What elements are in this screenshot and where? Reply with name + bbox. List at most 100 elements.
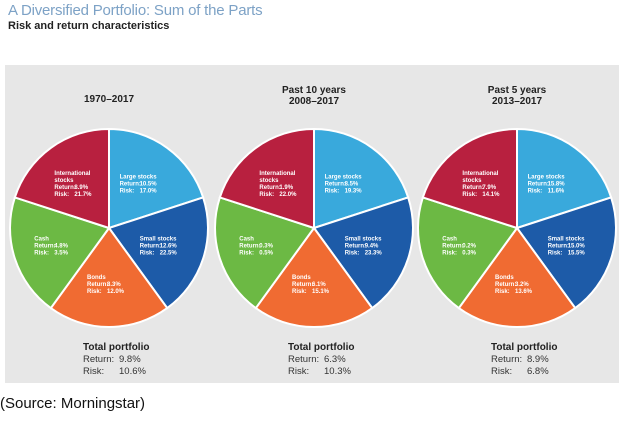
total-risk-label: Risk: [83, 366, 104, 377]
slice-return-value: 8.5% [345, 182, 359, 188]
pie-slice [457, 226, 577, 328]
pie-slice [108, 127, 205, 230]
slice-risk-value: 15.1% [312, 289, 330, 295]
slice-name-label: Bonds [495, 275, 514, 281]
slice-return-label: Return: [528, 182, 549, 188]
slice-risk-value: 3.5% [54, 251, 68, 257]
pie-title: 2008–2017 [289, 96, 339, 107]
slice-return-value: 10.5% [140, 182, 158, 188]
slice-return-value: 7.9% [482, 185, 496, 191]
pie-title: 2013–2017 [492, 96, 542, 107]
slice-risk-label: Risk: [345, 251, 360, 257]
pie-slice [214, 196, 316, 310]
slice-name-label: Small stocks [345, 237, 382, 243]
slice-risk-label: Risk: [259, 192, 274, 198]
slice-return-label: Return: [239, 244, 260, 250]
slice-name-label: stocks [54, 178, 74, 184]
slice-risk-label: Risk: [54, 192, 69, 198]
pie-slice [515, 196, 617, 310]
slice-risk-value: 14.1% [482, 192, 500, 198]
slice-return-value: 0.2% [462, 244, 476, 250]
slice-return-label: Return: [87, 282, 108, 288]
slice-name-label: stocks [462, 178, 482, 184]
total-return-label: Return: [491, 354, 522, 365]
slice-return-label: Return: [345, 244, 366, 250]
total-portfolio-label: Total portfolio [83, 342, 149, 353]
slice-name-label: Large stocks [120, 175, 158, 181]
total-risk-label: Risk: [491, 366, 512, 377]
total-risk-value: 10.3% [324, 366, 351, 377]
slice-risk-value: 17.0% [140, 189, 158, 195]
pie-slice [9, 196, 111, 310]
total-return-value: 8.9% [527, 354, 549, 365]
slice-return-label: Return: [120, 182, 141, 188]
slice-risk-label: Risk: [34, 251, 49, 257]
total-return-label: Return: [288, 354, 319, 365]
slice-name-label: Small stocks [140, 237, 177, 243]
slice-risk-label: Risk: [140, 251, 155, 257]
pie-title: Past 5 years [488, 85, 547, 96]
slice-return-value: 12.6% [160, 244, 178, 250]
slice-return-value: 8.3% [107, 282, 121, 288]
page-title: A Diversified Portfolio: Sum of the Part… [8, 2, 263, 19]
slice-risk-value: 19.3% [345, 189, 363, 195]
pie-title: 1970–2017 [84, 94, 134, 105]
pie-slice [13, 127, 110, 230]
slice-risk-label: Risk: [292, 289, 307, 295]
slice-return-label: Return: [462, 185, 483, 191]
slice-return-label: Return: [325, 182, 346, 188]
slice-return-label: Return: [54, 185, 75, 191]
pie-slice [421, 127, 518, 230]
slice-return-value: 15.0% [568, 244, 586, 250]
pie-title: Past 10 years [282, 85, 346, 96]
source-note: (Source: Morningstar) [0, 395, 146, 412]
slice-risk-value: 21.7% [74, 192, 92, 198]
slice-return-value: 3.2% [515, 282, 529, 288]
slice-return-value: 8.9% [74, 185, 88, 191]
slice-return-value: 9.4% [365, 244, 379, 250]
pie-slice [218, 127, 315, 230]
slice-risk-value: 22.5% [160, 251, 178, 257]
slice-name-label: stocks [259, 178, 279, 184]
pie-slice [49, 226, 169, 328]
slice-name-label: Cash [239, 237, 254, 243]
slice-return-label: Return: [495, 282, 516, 288]
slice-name-label: International [462, 171, 498, 177]
pie-slice [417, 196, 519, 310]
pie-slice [516, 127, 613, 230]
slice-return-value: 15.8% [548, 182, 566, 188]
total-return-value: 6.3% [324, 354, 346, 365]
slice-risk-label: Risk: [239, 251, 254, 257]
slice-risk-value: 15.5% [568, 251, 586, 257]
total-portfolio-label: Total portfolio [491, 342, 557, 353]
slice-return-label: Return: [292, 282, 313, 288]
slice-return-label: Return: [442, 244, 463, 250]
total-portfolio-label: Total portfolio [288, 342, 354, 353]
page-subtitle: Risk and return characteristics [8, 20, 170, 32]
pie-slice [312, 196, 414, 310]
total-risk-value: 6.8% [527, 366, 549, 377]
pie-slice [313, 127, 410, 230]
pie-slice [254, 226, 374, 328]
slice-name-label: Cash [442, 237, 457, 243]
total-risk-value: 10.6% [119, 366, 146, 377]
slice-risk-label: Risk: [548, 251, 563, 257]
slice-risk-value: 13.6% [515, 289, 533, 295]
slice-return-value: 0.3% [259, 244, 273, 250]
slice-risk-value: 11.6% [548, 189, 565, 195]
slice-return-label: Return: [34, 244, 55, 250]
slice-return-value: 4.8% [54, 244, 68, 250]
slice-return-value: 6.1% [312, 282, 326, 288]
slice-name-label: Small stocks [548, 237, 585, 243]
slice-risk-value: 12.0% [107, 289, 125, 295]
slice-risk-label: Risk: [120, 189, 135, 195]
total-return-value: 9.8% [119, 354, 141, 365]
slice-return-value: 1.9% [279, 185, 293, 191]
slice-name-label: Cash [34, 237, 49, 243]
slice-risk-label: Risk: [325, 189, 340, 195]
slice-risk-value: 0.3% [462, 251, 476, 257]
slice-risk-value: 23.3% [365, 251, 383, 257]
slice-return-label: Return: [259, 185, 280, 191]
slice-risk-value: 0.5% [259, 251, 273, 257]
